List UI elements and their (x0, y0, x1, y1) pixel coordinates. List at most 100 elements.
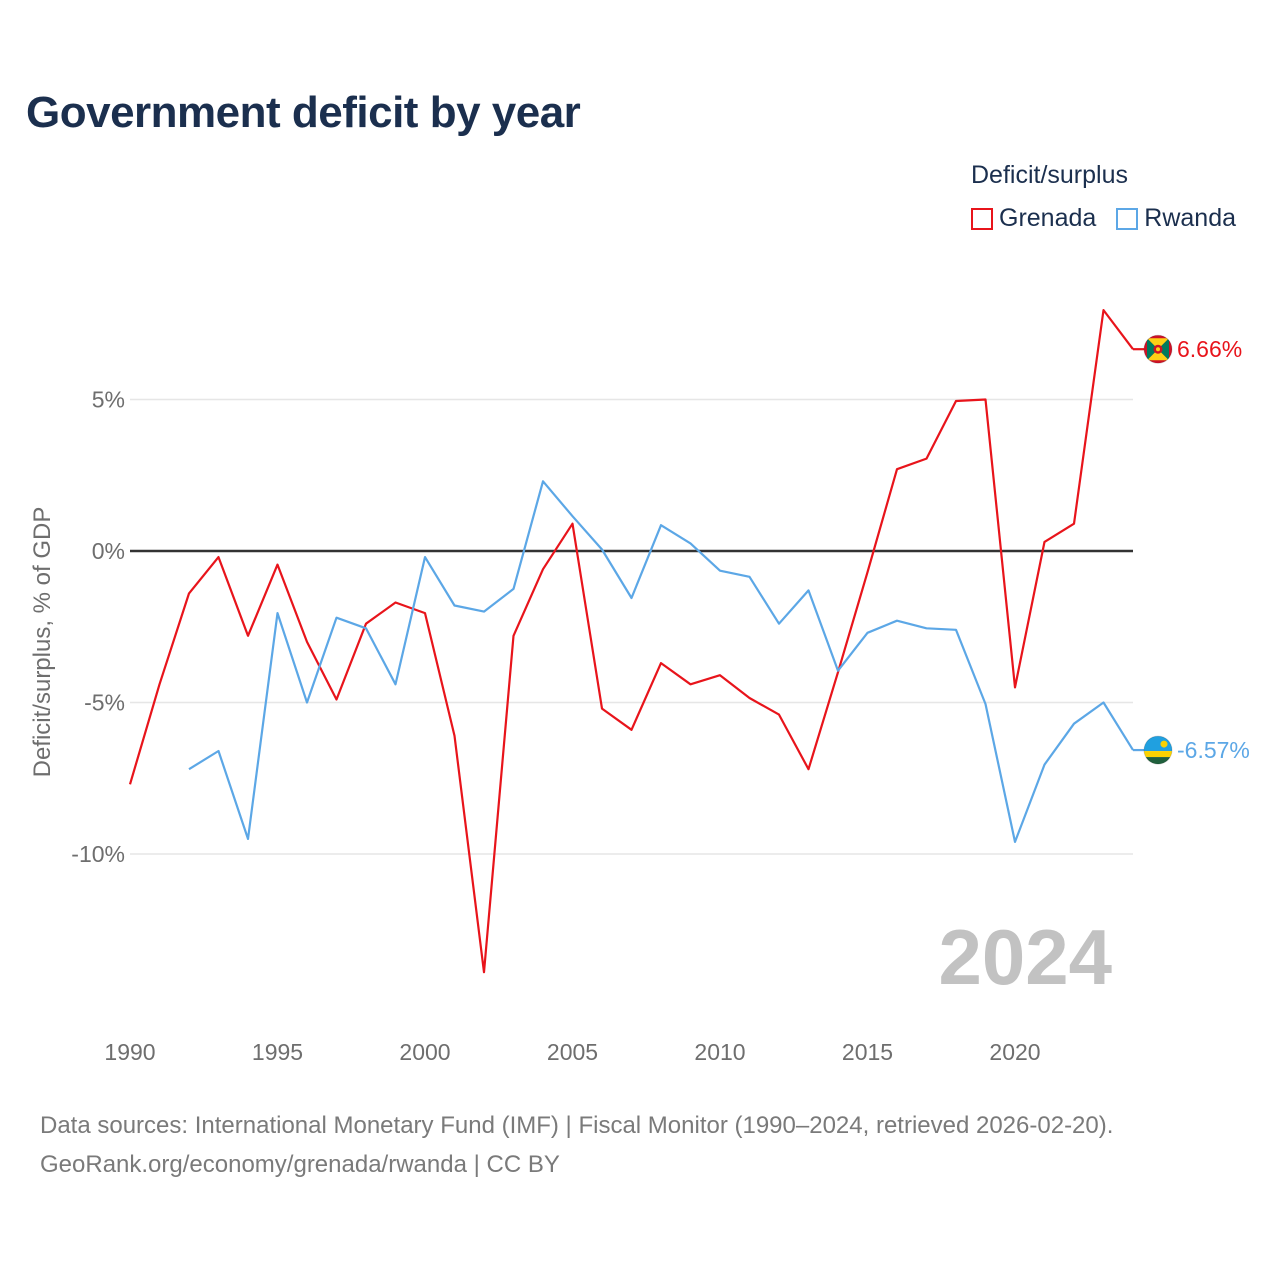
data-point-rwanda[interactable]: Rwanda 2008: 0.85 (658, 522, 665, 529)
data-point-rwanda[interactable]: Rwanda 1995: -2.05 (274, 610, 281, 617)
data-point-grenada[interactable]: Grenada 2000: -2.05 (422, 610, 429, 617)
x-tick-label: 2020 (989, 1039, 1040, 1065)
data-point-rwanda[interactable]: Rwanda 2001: -1.8 (451, 602, 458, 609)
data-point-rwanda[interactable]: Rwanda 2011: -0.85 (746, 573, 753, 580)
data-point-grenada[interactable]: Grenada 2020: -4.5 (1012, 684, 1019, 691)
flag-green-left (1147, 338, 1158, 361)
y-tick-label: 5% (92, 387, 125, 413)
flag-outline (1143, 334, 1173, 364)
data-point-grenada[interactable]: Grenada 2016: 2.7 (894, 466, 901, 473)
data-point-grenada[interactable]: Grenada 2003: -2.8 (510, 632, 517, 639)
year-watermark: 2024 (938, 913, 1112, 1001)
data-point-rwanda[interactable]: Rwanda 1992: -7.2 (186, 766, 193, 773)
series-line-grenada[interactable] (128, 309, 1134, 974)
flag-fill (1144, 736, 1172, 765)
end-value-label-rwanda: -6.57% (1177, 737, 1250, 763)
data-point-rwanda[interactable]: Rwanda 2017: -2.55 (923, 625, 930, 632)
data-point-grenada[interactable]: Grenada 1996: -3 (304, 638, 311, 645)
y-axis-label: Deficit/surplus, % of GDP (29, 507, 56, 778)
data-point-rwanda[interactable]: Rwanda 2007: -1.55 (628, 594, 635, 601)
data-point-grenada[interactable]: Grenada 2017: 3.05 (923, 455, 930, 462)
y-tick-label: 0% (92, 538, 125, 564)
data-point-rwanda[interactable]: Rwanda 1994: -9.5 (245, 835, 252, 842)
grenada-flag-icon (1143, 334, 1173, 364)
legend-label-rwanda: Rwanda (1144, 204, 1237, 232)
data-point-rwanda[interactable]: Rwanda 2021: -7.05 (1041, 761, 1048, 768)
data-point-rwanda[interactable]: Rwanda 2015: -2.7 (864, 629, 871, 636)
data-point-rwanda[interactable]: Rwanda 2006: 0.05 (599, 546, 606, 553)
y-axis-ticks: 5% 0% -5% -10% (71, 387, 125, 868)
flag-yellow-bottom (1147, 349, 1169, 361)
data-point-rwanda[interactable]: Rwanda 2003: -1.25 (510, 585, 517, 592)
x-tick-label: 1990 (104, 1039, 155, 1065)
data-point-grenada[interactable]: Grenada 1992: -1.4 (186, 590, 193, 597)
data-point-rwanda[interactable]: Rwanda 2010: -0.65 (717, 567, 724, 574)
data-point-rwanda[interactable]: Rwanda 2012: -2.4 (776, 620, 783, 627)
x-tick-label: 2000 (399, 1039, 450, 1065)
data-point-rwanda[interactable]: Rwanda 1996: -5 (304, 699, 311, 706)
data-point-grenada[interactable]: Grenada 2015: -0.7 (864, 569, 871, 576)
data-point-grenada[interactable]: Grenada 2002: -13.9 (481, 969, 488, 976)
data-point-grenada[interactable]: Grenada 1990: -7.7 (127, 781, 134, 788)
data-point-grenada[interactable]: Grenada 1991: -4.4 (156, 681, 163, 688)
legend-swatch-rwanda (1116, 207, 1139, 230)
flag-fill (1144, 335, 1172, 364)
data-point-grenada[interactable]: Grenada 2006: -5.2 (599, 705, 606, 712)
y-tick-label: -5% (84, 690, 125, 716)
data-point-grenada[interactable]: Grenada 2013: -7.2 (805, 766, 812, 773)
flag-green (1144, 757, 1172, 765)
flag-yellow-top (1147, 338, 1169, 350)
data-point-rwanda[interactable]: Rwanda 2000: -0.2 (422, 554, 429, 561)
data-point-rwanda[interactable]: Rwanda 2016: -2.3 (894, 617, 901, 624)
data-point-rwanda[interactable]: Rwanda 1998: -2.55 (363, 625, 370, 632)
data-point-grenada[interactable]: Grenada 2021: 0.3 (1041, 538, 1048, 545)
line-chart: 5% 0% -5% -10% 1990 1995 2000 2005 2010 2015 2020… (29, 307, 1250, 1065)
data-point-grenada[interactable]: Grenada 2004: -0.6 (540, 566, 547, 573)
data-point-rwanda[interactable]: Rwanda 2009: 0.25 (687, 540, 694, 547)
source-line-1: Data sources: International Monetary Fun… (40, 1112, 1114, 1139)
data-point-grenada[interactable]: Grenada 2009: -4.4 (687, 681, 694, 688)
data-point-grenada[interactable]: Grenada 2011: -4.85 (746, 694, 753, 701)
data-point-grenada[interactable]: Grenada 1999: -1.7 (392, 599, 399, 606)
data-point-rwanda[interactable]: Rwanda 2022: -5.7 (1071, 720, 1078, 727)
data-point-rwanda[interactable]: Rwanda 2018: -2.6 (953, 626, 960, 633)
end-markers: 6.66% -6.57% (1133, 334, 1250, 765)
data-point-grenada[interactable]: Grenada 2012: -5.4 (776, 711, 783, 718)
legend-title: Deficit/surplus (971, 161, 1128, 189)
data-point-grenada[interactable]: Grenada 2001: -6.1 (451, 732, 458, 739)
data-point-rwanda[interactable]: Rwanda 2005: 1.15 (569, 513, 576, 520)
data-point-grenada[interactable]: Grenada 2005: 0.9 (569, 520, 576, 527)
data-point-rwanda[interactable]: Rwanda 2002: -2 (481, 608, 488, 615)
data-point-rwanda[interactable]: Rwanda 2020: -9.6 (1012, 838, 1019, 845)
legend-item-rwanda[interactable]: Rwanda (1116, 204, 1236, 233)
x-tick-label: 1995 (252, 1039, 303, 1065)
data-point-grenada[interactable]: Grenada 2010: -4.1 (717, 672, 724, 679)
data-point-grenada[interactable]: Grenada 1994: -2.8 (245, 632, 252, 639)
data-point-rwanda[interactable]: Rwanda 1993: -6.6 (215, 747, 222, 754)
data-point-grenada[interactable]: Grenada 2019: 5 (982, 396, 989, 403)
data-point-rwanda[interactable]: Rwanda 1997: -2.2 (333, 614, 340, 621)
flag-star (1156, 347, 1160, 352)
source-line-2[interactable]: GeoRank.org/economy/grenada/rwanda | CC … (40, 1151, 560, 1178)
data-point-grenada[interactable]: Grenada 1997: -4.9 (333, 696, 340, 703)
data-point-grenada[interactable]: Grenada 2022: 0.9 (1071, 520, 1078, 527)
data-point-rwanda[interactable]: Rwanda 2019: -5.05 (982, 701, 989, 708)
data-point-grenada[interactable]: Grenada 1993: -0.2 (215, 554, 222, 561)
data-point-grenada[interactable]: Grenada 2007: -5.9 (628, 726, 635, 733)
data-point-rwanda[interactable]: Rwanda 2023: -5 (1100, 699, 1107, 706)
data-point-rwanda[interactable]: Rwanda 1999: -4.4 (392, 681, 399, 688)
data-point-rwanda[interactable]: Rwanda 2004: 2.3 (540, 478, 547, 485)
y-tick-label: -10% (71, 841, 125, 867)
data-point-rwanda[interactable]: Rwanda 2014: -3.95 (835, 667, 842, 674)
data-point-grenada[interactable]: Grenada 1995: -0.45 (274, 561, 281, 568)
legend-swatch-grenada (971, 207, 993, 230)
series-line-rwanda[interactable] (188, 480, 1134, 844)
data-point-grenada[interactable]: Grenada 2008: -3.7 (658, 660, 665, 667)
data-point-grenada[interactable]: Grenada 2018: 4.95 (953, 398, 960, 405)
x-tick-label: 2015 (842, 1039, 893, 1065)
legend-item-grenada[interactable]: Grenada (971, 204, 1096, 233)
data-point-grenada[interactable]: Grenada 2023: 7.95 (1100, 307, 1107, 314)
data-point-rwanda[interactable]: Rwanda 2013: -1.3 (805, 587, 812, 594)
series-lines: Grenada 1990: -7.7 Grenada 1991: -4.4 Gren… (127, 307, 1134, 976)
flag-blue (1144, 736, 1172, 752)
